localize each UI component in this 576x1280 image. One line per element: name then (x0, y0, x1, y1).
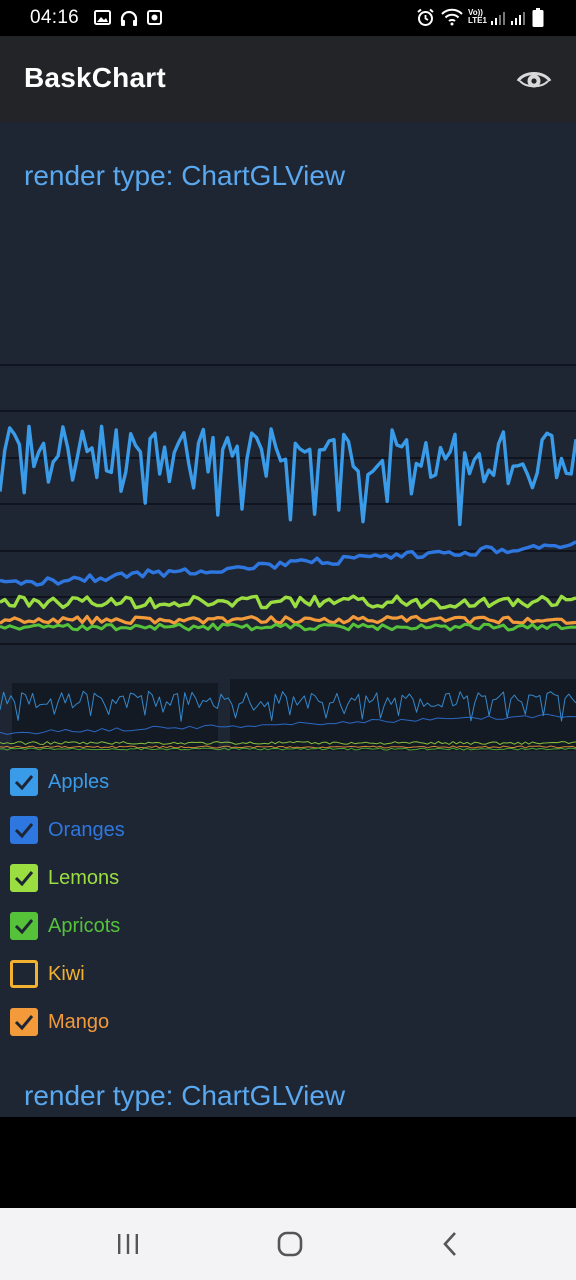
legend-label: Kiwi (48, 962, 85, 985)
app-bar: BaskChart (0, 36, 576, 122)
navigator-line-apples (0, 690, 576, 722)
home-icon (277, 1231, 303, 1257)
legend-item-mango[interactable]: Mango (10, 998, 310, 1046)
navigator-shade-left (12, 683, 218, 751)
legend-item-apples[interactable]: Apples (10, 758, 310, 806)
recent-apps-button[interactable] (98, 1226, 158, 1262)
back-icon (443, 1232, 456, 1256)
empty-area (0, 1117, 576, 1208)
series-line-apricots (0, 622, 576, 632)
render-type-label: render type: ChartGLView (24, 160, 346, 191)
checkbox-checked[interactable] (10, 1008, 38, 1036)
wifi-icon (441, 8, 463, 31)
series-line-apples (0, 424, 576, 527)
series-line-oranges (0, 540, 576, 587)
legend-label: Mango (48, 1010, 110, 1033)
render-type-label-bottom: render type: ChartGLView (24, 1080, 346, 1111)
battery-icon (532, 8, 544, 32)
checkbox-unchecked[interactable] (10, 960, 38, 988)
legend-item-oranges[interactable]: Oranges (10, 806, 310, 854)
gallery-icon (94, 10, 111, 30)
chart-screen: render type: ChartGLView Apples Oranges Le… (0, 122, 576, 1117)
headset-icon (120, 10, 138, 31)
checkbox-checked[interactable] (10, 768, 38, 796)
series-line-lemons (0, 594, 576, 610)
series-line-mango (0, 614, 576, 626)
legend-label: Apricots (48, 914, 121, 937)
legend-label: Apples (48, 770, 110, 793)
legend-label: Oranges (48, 818, 125, 841)
navigator-line-apricots (0, 747, 576, 751)
legend-label: Lemons (48, 866, 120, 889)
series-legend: Apples Oranges Lemons Apricots Kiwi Mango (10, 758, 310, 1046)
signal-icon (490, 10, 506, 31)
status-bar: 04:16 Vo)) LTE1 (0, 0, 576, 36)
legend-item-lemons[interactable]: Lemons (10, 854, 310, 902)
toggle-visibility-button[interactable] (508, 60, 560, 100)
check-icon (14, 1015, 34, 1031)
navigator-line-mango (0, 745, 576, 749)
checkbox-checked[interactable] (10, 912, 38, 940)
navigator-line-oranges (0, 713, 576, 735)
status-time: 04:16 (30, 7, 80, 28)
navigator-chart[interactable] (0, 677, 576, 757)
checkbox-checked[interactable] (10, 816, 38, 844)
check-icon (14, 823, 34, 839)
system-nav-bar (0, 1208, 576, 1280)
navigator-line-lemons (0, 741, 576, 745)
volte-icon: Vo)) LTE1 (468, 9, 490, 25)
legend-item-kiwi[interactable]: Kiwi (10, 950, 310, 998)
signal-icon-2 (510, 10, 526, 31)
home-button[interactable] (260, 1226, 320, 1262)
main-chart[interactable] (0, 362, 576, 652)
alarm-icon (416, 8, 435, 32)
navigator-shade-right (230, 679, 576, 751)
check-icon (14, 775, 34, 791)
screen-record-icon (147, 10, 162, 30)
volte-label: Vo)) LTE1 (468, 8, 487, 25)
check-icon (14, 871, 34, 887)
check-icon (14, 919, 34, 935)
legend-item-apricots[interactable]: Apricots (10, 902, 310, 950)
app-title: BaskChart (24, 62, 166, 93)
checkbox-checked[interactable] (10, 864, 38, 892)
eye-icon (516, 72, 552, 88)
recent-apps-icon (118, 1234, 138, 1254)
back-button[interactable] (420, 1226, 480, 1262)
